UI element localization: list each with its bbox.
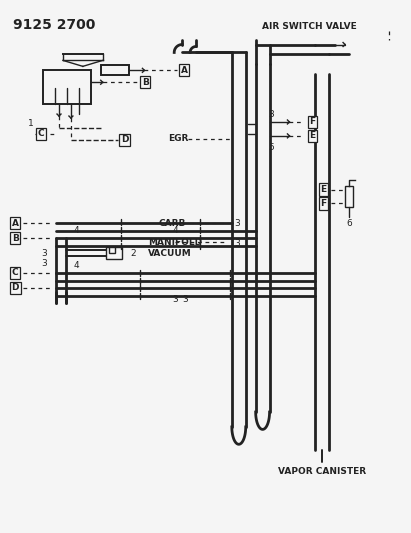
- Text: 1: 1: [28, 119, 34, 128]
- Text: A: A: [12, 219, 19, 228]
- Bar: [106, 247, 122, 259]
- Text: 3: 3: [269, 110, 275, 118]
- Bar: [101, 66, 129, 75]
- Text: CARB: CARB: [158, 219, 186, 228]
- Text: A: A: [181, 66, 188, 75]
- Text: E: E: [320, 185, 326, 194]
- Text: F: F: [309, 117, 315, 126]
- Text: 3: 3: [172, 295, 178, 304]
- Text: 3: 3: [234, 239, 240, 248]
- Text: B: B: [12, 233, 19, 243]
- Text: D: D: [12, 284, 19, 293]
- Text: 3: 3: [234, 219, 240, 228]
- Bar: [43, 70, 91, 104]
- Text: E: E: [309, 132, 315, 140]
- Text: C: C: [12, 269, 18, 278]
- Text: 2: 2: [131, 248, 136, 257]
- Text: 5: 5: [269, 143, 275, 152]
- Text: D: D: [121, 135, 128, 144]
- Text: MANIFOLD
VACUUM: MANIFOLD VACUUM: [148, 238, 203, 258]
- Text: 4: 4: [73, 226, 79, 235]
- Text: 6: 6: [346, 219, 352, 228]
- Bar: [345, 185, 353, 207]
- Text: VAPOR CANISTER: VAPOR CANISTER: [278, 467, 366, 476]
- Text: EGR: EGR: [168, 134, 189, 143]
- Text: B: B: [142, 78, 149, 87]
- Bar: [109, 247, 115, 253]
- Text: AIR SWITCH VALVE: AIR SWITCH VALVE: [262, 22, 356, 31]
- Text: 3: 3: [41, 248, 47, 257]
- Text: 4: 4: [73, 261, 79, 270]
- Text: 4: 4: [172, 226, 178, 235]
- Text: 3: 3: [182, 295, 188, 304]
- Text: F: F: [320, 199, 326, 208]
- Text: 3: 3: [41, 259, 47, 268]
- Text: C: C: [38, 130, 44, 139]
- Text: 9125 2700: 9125 2700: [13, 18, 96, 31]
